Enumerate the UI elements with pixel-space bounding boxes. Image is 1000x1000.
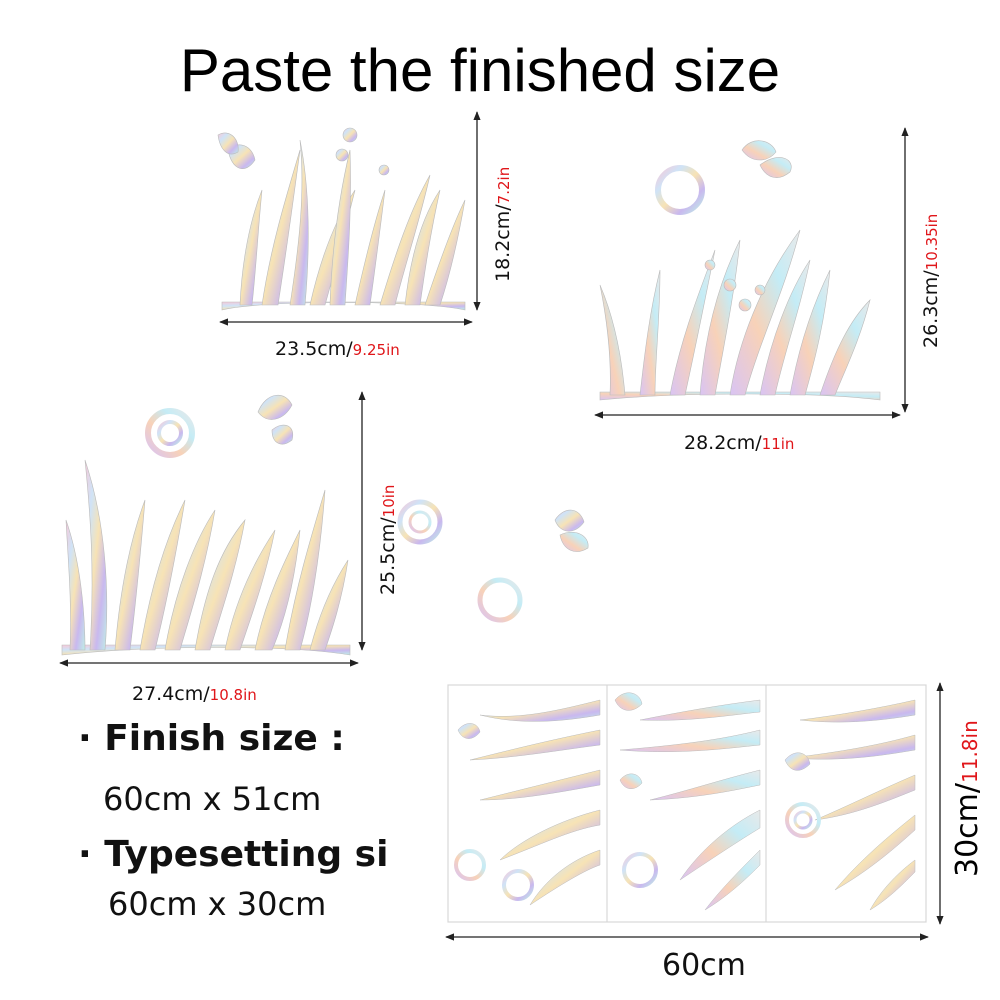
piece-2-height-label: 26.3cm/10.35in: [920, 214, 942, 348]
sheet-width-label: 60cm: [662, 948, 746, 983]
piece-1-width-label: 23.5cm/9.25in: [275, 338, 400, 360]
piece-1-height-cm: 18.2cm/: [492, 204, 514, 282]
page-title: Paste the finished size: [179, 37, 781, 104]
piece-3-width-in: 10.8in: [209, 686, 257, 704]
piece-2-width-cm: 28.2cm/: [684, 432, 762, 454]
sheet-height-label: 30cm/11.8in: [950, 720, 985, 877]
piece-1-width-in: 9.25in: [352, 341, 400, 359]
piece-2-height-cm: 26.3cm/: [920, 270, 942, 348]
piece-3-height-label: 25.5cm/10in: [377, 485, 399, 595]
piece-3-width-cm: 27.4cm/: [132, 683, 210, 705]
piece-3-height-in: 10in: [380, 484, 398, 518]
sheet-height-in: 11.8in: [958, 720, 982, 783]
finish-size-label: · Finish size :: [78, 718, 345, 759]
piece-3-width-label: 27.4cm/10.8in: [132, 683, 257, 705]
sticker-sheet: [447, 684, 927, 923]
typesetting-size-value: 60cm x 30cm: [108, 885, 327, 923]
piece-1-height-label: 18.2cm/7.2in: [492, 167, 514, 282]
dimension-arrows: [59, 111, 944, 941]
sheet-height-cm: 30cm/: [950, 783, 985, 877]
piece-2-width-label: 28.2cm/11in: [684, 432, 794, 454]
loose-decals: [397, 499, 589, 623]
grass-sticker-1: [217, 127, 466, 311]
grass-sticker-2: [599, 140, 881, 401]
piece-3-height-cm: 25.5cm/: [377, 517, 399, 595]
piece-2-height-in: 10.35in: [923, 213, 941, 271]
finish-size-value: 60cm x 51cm: [103, 780, 322, 818]
grass-sticker-3: [61, 395, 351, 656]
typesetting-size-label: · Typesetting si: [78, 834, 389, 875]
piece-2-width-in: 11in: [761, 435, 795, 453]
piece-1-width-cm: 23.5cm/: [275, 338, 353, 360]
piece-1-height-in: 7.2in: [495, 166, 513, 205]
